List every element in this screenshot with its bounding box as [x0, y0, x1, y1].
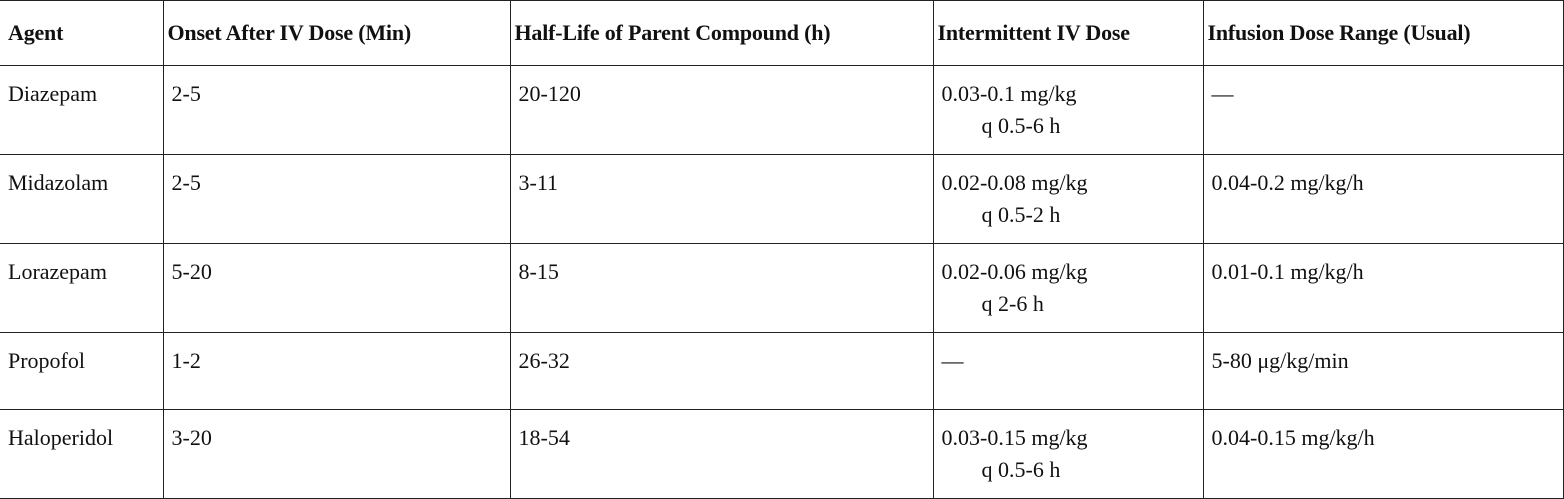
table-row: Midazolam 2-5 3-11 0.02-0.08 mg/kg q 0.5-2 h… [0, 154, 1564, 244]
dose-amount: 0.02-0.06 mg/kg [941, 259, 1088, 284]
dose-interval: q 0.5-6 h [981, 457, 1061, 482]
table-row: Propofol 1-2 26-32—5-80 μg/kg/min [0, 332, 1564, 410]
table-cell: 0.02-0.08 mg/kg q 0.5-2 h [932, 154, 1204, 244]
dose-interval: q 0.5-2 h [981, 202, 1061, 227]
table-cell: 20-120 [509, 65, 934, 155]
table-cell: Midazolam [0, 154, 164, 244]
header-cell: Infusion Dose Range (Usual) [1202, 0, 1564, 66]
table-cell: 18-54 [509, 409, 934, 499]
table-cell: 5-20 [162, 243, 511, 333]
header-cell: Onset After IV Dose (Min) [162, 0, 511, 66]
table-cell: 3-11 [509, 154, 934, 244]
dose-amount: 0.02-0.08 mg/kg [941, 170, 1088, 195]
table-cell: 1-2 [162, 332, 511, 410]
dose-interval: q 0.5-6 h [981, 113, 1061, 138]
table-cell: Diazepam [0, 65, 164, 155]
header-cell: Agent [0, 0, 164, 66]
header-cell: Intermittent IV Dose [932, 0, 1204, 66]
dose-interval: q 2-6 h [981, 291, 1044, 316]
table-row: Haloperidol 3-20 18-54 0.03-0.15 mg/kg q 0.5… [0, 409, 1564, 499]
table-cell: 26-32 [509, 332, 934, 410]
header-row: Agent Onset After IV Dose (Min) Half-Life … [0, 0, 1564, 66]
table-cell: 0.03-0.15 mg/kg q 0.5-6 h [932, 409, 1204, 499]
table-cell: Haloperidol [0, 409, 164, 499]
header-cell: Half-Life of Parent Compound (h) [509, 0, 934, 66]
table-cell: — [932, 332, 1204, 410]
dose-amount: 0.03-0.1 mg/kg [941, 81, 1077, 106]
table-cell: — [1202, 65, 1564, 155]
table-cell: 0.02-0.06 mg/kg q 2-6 h [932, 243, 1204, 333]
table-cell: 2-5 [162, 65, 511, 155]
table-cell: 0.01-0.1 mg/kg/h [1202, 243, 1564, 333]
dose-amount: 0.03-0.15 mg/kg [941, 425, 1088, 450]
table-row: Diazepam 2-5 20-120 0.03-0.1 mg/kg q 0.5-6 h… [0, 65, 1564, 155]
table-cell: Lorazepam [0, 243, 164, 333]
table-cell: 0.04-0.2 mg/kg/h [1202, 154, 1564, 244]
table-cell: 8-15 [509, 243, 934, 333]
table-cell: 5-80 μg/kg/min [1202, 332, 1564, 410]
table-cell: 0.04-0.15 mg/kg/h [1202, 409, 1564, 499]
table-cell: 0.03-0.1 mg/kg q 0.5-6 h [932, 65, 1204, 155]
table-cell: 2-5 [162, 154, 511, 244]
table-cell: 3-20 [162, 409, 511, 499]
table-cell: Propofol [0, 332, 164, 410]
